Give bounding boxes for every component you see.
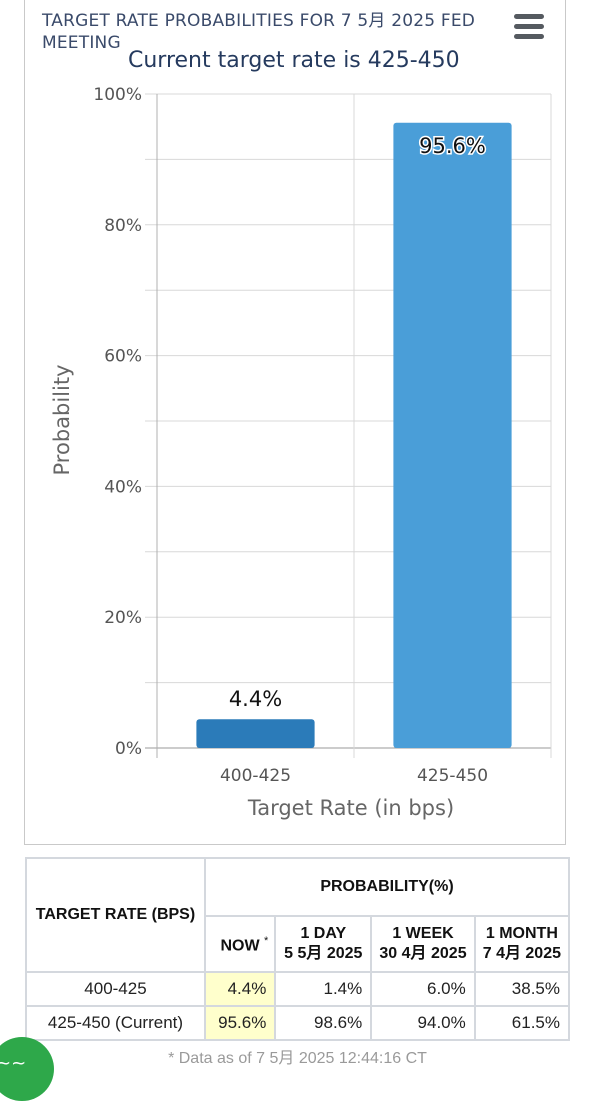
x-tick-label: 400-425: [220, 766, 291, 786]
table-cell-now: 95.6%: [203, 1005, 277, 1041]
y-tick-label: 20%: [104, 608, 142, 628]
x-axis-title: Target Rate (in bps): [247, 796, 454, 820]
header-1-week: 1 WEEK 30 4月 2025: [370, 915, 476, 973]
header-1-day-label: 1 DAY: [300, 925, 347, 942]
chart-frame-right-border: [565, 0, 566, 845]
y-tick-label: 80%: [104, 216, 142, 236]
bar-data-label: 4.4%: [229, 687, 282, 711]
chart-frame-bottom-border: [24, 844, 566, 845]
table-cell-rate: 425-450 (Current): [25, 1005, 206, 1041]
header-1-month-date: 7 4月 2025: [482, 945, 562, 962]
header-1-day: 1 DAY 5 5月 2025: [274, 915, 373, 973]
probability-bar-chart: 0% 20% 40% 60% 80% 100% 400-425 4.4% 425-450 95.6…: [50, 85, 552, 820]
probability-table: TARGET RATE (BPS) PROBABILITY(%) NOW * 1…: [25, 857, 571, 1071]
chart-bar: [393, 122, 512, 748]
header-1-week-label: 1 WEEK: [392, 925, 454, 942]
table-cell-1-month: 38.5%: [473, 971, 571, 1007]
header-now-mark: *: [264, 935, 269, 948]
data-timestamp-footnote: * Data as of 7 5月 2025 12:44:16 CT: [168, 1050, 427, 1067]
table-cell-now: 4.4%: [203, 971, 277, 1007]
chart-subtitle: Current target rate is 425-450: [128, 48, 460, 73]
y-axis-title: Probability: [50, 364, 74, 475]
chart-frame-left-border: [24, 0, 25, 845]
table-row: 425-450 (Current) 95.6% 98.6% 94.0% 61.5…: [25, 1005, 571, 1041]
x-tick-label: 425-450: [417, 766, 488, 786]
y-tick-label: 60%: [104, 347, 142, 367]
table-row: 400-425 4.4% 1.4% 6.0% 38.5%: [25, 971, 571, 1007]
bar-data-label: 95.6%: [419, 134, 486, 158]
header-probability: PROBABILITY(%): [203, 857, 571, 917]
header-target-rate: TARGET RATE (BPS): [25, 857, 206, 973]
table-cell-rate: 400-425: [25, 971, 206, 1007]
header-1-day-date: 5 5月 2025: [284, 945, 363, 962]
table-cell-1-month: 61.5%: [473, 1005, 571, 1041]
header-now-label: NOW: [220, 937, 260, 955]
header-1-month: 1 MONTH 7 4月 2025: [473, 915, 571, 973]
header-now: NOW *: [203, 915, 277, 973]
y-tick-label: 100%: [93, 85, 142, 105]
chart-bar: [196, 719, 315, 748]
table-cell-1-day: 98.6%: [274, 1005, 373, 1041]
table-footnote-row: * Data as of 7 5月 2025 12:44:16 CT: [26, 1040, 569, 1071]
y-tick-label: 0%: [115, 739, 142, 759]
hamburger-menu-icon[interactable]: [512, 14, 546, 40]
y-tick-label: 40%: [104, 477, 142, 497]
chart-header-title: TARGET RATE PROBABILITIES FOR 7 5月 2025 …: [42, 11, 476, 53]
table-cell-1-week: 94.0%: [370, 1005, 476, 1041]
header-1-month-label: 1 MONTH: [485, 925, 558, 942]
badge-wave-icon: ~~: [0, 1053, 27, 1074]
table-cell-1-day: 1.4%: [274, 971, 373, 1007]
table-cell-1-week: 6.0%: [370, 971, 476, 1007]
header-1-week-date: 30 4月 2025: [379, 945, 467, 962]
